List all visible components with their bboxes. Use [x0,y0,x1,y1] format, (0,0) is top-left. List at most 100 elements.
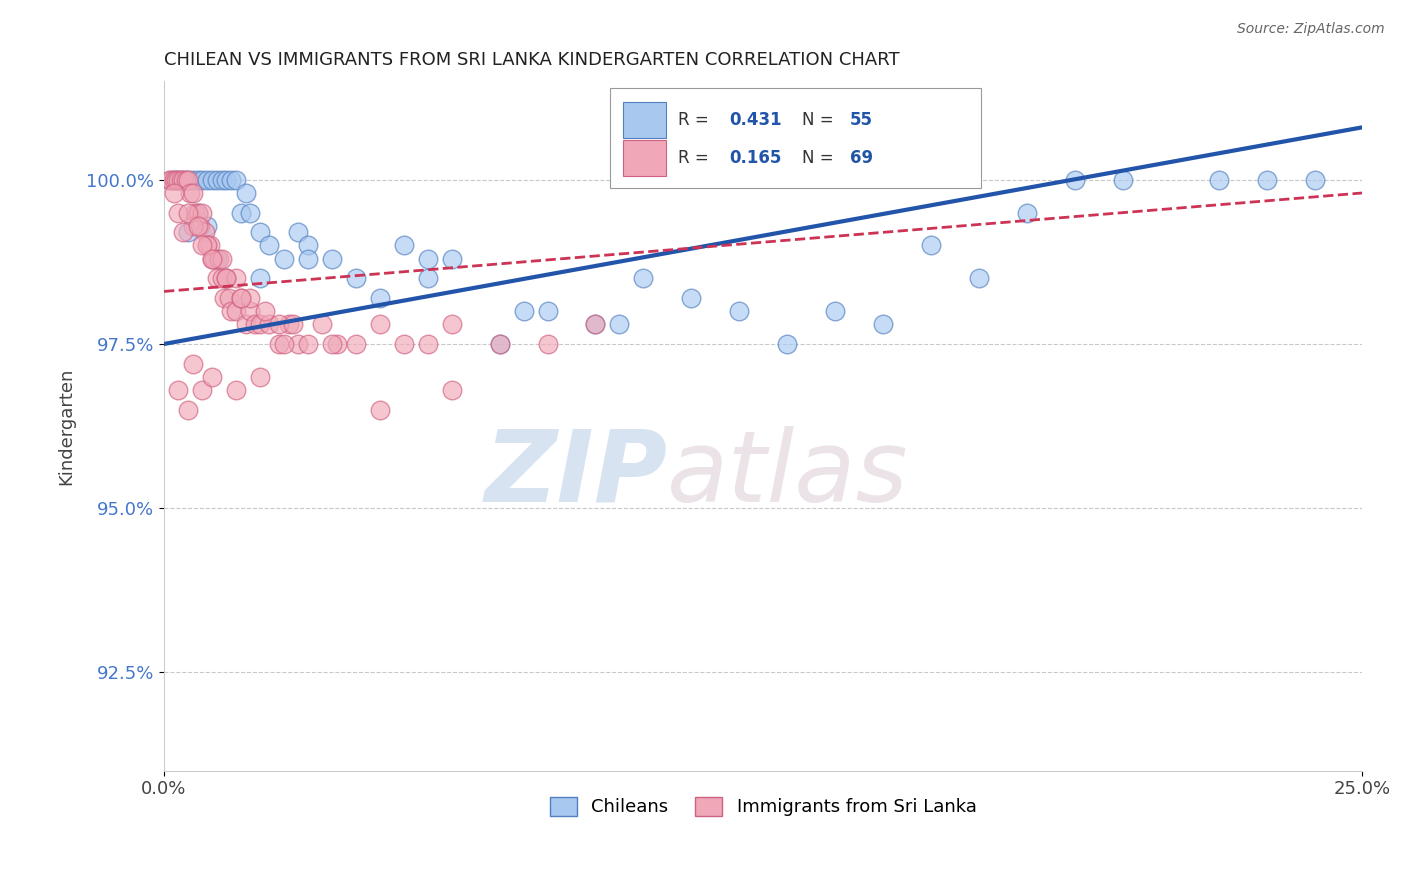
Point [368,402,391,417]
Point [225,271,247,285]
Text: CHILEAN VS IMMIGRANTS FROM SRI LANKA KINDERGARTEN CORRELATION CHART: CHILEAN VS IMMIGRANTS FROM SRI LANKA KIN… [165,51,900,69]
Point [157,173,180,187]
Point [321,337,343,351]
Point [181,186,204,200]
Point [201,173,224,187]
Point [211,252,233,266]
Point [235,186,257,200]
Point [179,186,201,200]
Point [167,173,190,187]
Point [585,318,607,332]
Point [536,337,558,351]
Point [488,337,510,351]
Point [344,337,367,351]
Point [1063,173,1085,187]
Point [416,337,439,351]
Point [172,173,194,187]
Text: N =: N = [801,149,838,167]
FancyBboxPatch shape [610,88,981,188]
Point [215,271,238,285]
Point [229,205,252,219]
Point [191,173,214,187]
Text: atlas: atlas [668,425,908,523]
FancyBboxPatch shape [623,140,666,176]
Point [297,238,319,252]
Point [225,383,247,397]
Point [239,291,262,305]
Point [205,252,228,266]
Point [297,252,319,266]
Point [177,205,200,219]
Point [181,219,204,233]
Point [253,304,276,318]
Legend: Chileans, Immigrants from Sri Lanka: Chileans, Immigrants from Sri Lanka [543,790,984,823]
Point [195,219,218,233]
Point [235,318,257,332]
Point [321,252,343,266]
Point [681,291,703,305]
Point [215,173,238,187]
Point [162,186,184,200]
Point [170,173,193,187]
Point [229,291,252,305]
Point [239,304,262,318]
Point [201,369,224,384]
Point [172,173,194,187]
Point [219,304,242,318]
Point [512,304,534,318]
Point [311,318,333,332]
Point [162,173,184,187]
Point [249,369,271,384]
Text: 0.165: 0.165 [730,149,782,167]
Text: Source: ZipAtlas.com: Source: ZipAtlas.com [1237,22,1385,37]
Point [728,304,751,318]
Point [215,271,238,285]
Point [920,238,942,252]
Point [967,271,990,285]
Text: R =: R = [678,149,714,167]
Text: R =: R = [678,111,714,129]
Point [194,225,217,239]
Point [368,318,391,332]
Point [205,271,228,285]
Point [211,173,233,187]
Point [416,271,439,285]
Point [187,205,209,219]
Point [215,271,238,285]
Point [440,252,463,266]
Point [187,173,209,187]
Point [201,252,224,266]
Point [167,205,190,219]
Text: ZIP: ZIP [484,425,668,523]
Point [1208,173,1230,187]
Point [273,337,295,351]
Point [267,318,290,332]
Point [202,252,225,266]
Point [243,318,266,332]
Point [488,337,510,351]
Point [297,337,319,351]
Point [249,225,271,239]
Text: N =: N = [801,111,838,129]
Point [165,173,187,187]
Point [191,205,214,219]
Point [177,173,200,187]
Point [416,252,439,266]
Point [249,318,271,332]
Point [239,205,262,219]
Point [1256,173,1278,187]
FancyBboxPatch shape [623,102,666,138]
Point [287,337,309,351]
Text: 0.431: 0.431 [730,111,782,129]
Point [259,318,281,332]
Point [205,173,228,187]
Point [392,238,415,252]
Point [208,252,231,266]
Point [776,337,799,351]
Point [177,225,200,239]
Point [440,383,463,397]
Point [1015,205,1038,219]
Point [191,238,214,252]
Point [181,357,204,371]
Point [212,291,235,305]
